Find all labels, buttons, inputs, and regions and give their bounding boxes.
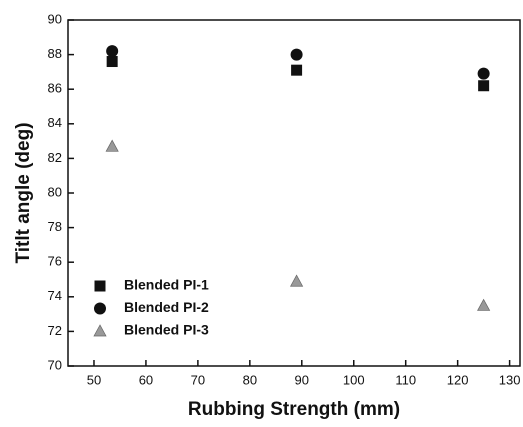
marker-circle [477, 67, 490, 80]
marker-square [478, 80, 490, 92]
legend-label: Blended PI-3 [124, 322, 209, 338]
x-tick-label: 110 [395, 372, 416, 387]
marker-circle [94, 302, 106, 315]
y-tick-label: 72 [48, 323, 62, 338]
x-tick-label: 120 [447, 372, 469, 387]
marker-square [106, 56, 118, 68]
y-tick-label: 86 [48, 81, 62, 96]
y-tick-label: 76 [48, 254, 62, 269]
x-tick-label: 100 [343, 372, 365, 387]
y-tick-label: 74 [48, 288, 62, 303]
marker-circle [106, 45, 119, 58]
y-tick-label: 70 [48, 357, 62, 372]
x-tick-label: 80 [243, 372, 257, 387]
y-tick-label: 80 [48, 184, 62, 199]
marker-triangle [105, 139, 119, 152]
y-tick-label: 90 [48, 11, 62, 26]
marker-square [291, 64, 303, 76]
y-tick-label: 88 [48, 46, 62, 61]
marker-triangle [93, 324, 107, 337]
y-tick-label: 82 [48, 150, 62, 165]
x-tick-label: 70 [191, 372, 205, 387]
legend-label: Blended PI-1 [124, 277, 209, 293]
y-tick-label: 84 [48, 115, 62, 130]
y-axis-title: Titlt angle (deg) [13, 122, 34, 263]
marker-triangle [477, 298, 491, 311]
marker-circle [290, 48, 303, 61]
legend-label: Blended PI-2 [124, 299, 209, 315]
y-tick-label: 78 [48, 219, 62, 234]
marker-square [94, 280, 106, 292]
x-tick-label: 50 [87, 372, 101, 387]
x-tick-label: 130 [499, 372, 521, 387]
marker-triangle [290, 274, 304, 287]
x-axis-title: Rubbing Strength (mm) [188, 399, 400, 420]
x-tick-label: 60 [139, 372, 153, 387]
x-tick-label: 90 [295, 372, 309, 387]
